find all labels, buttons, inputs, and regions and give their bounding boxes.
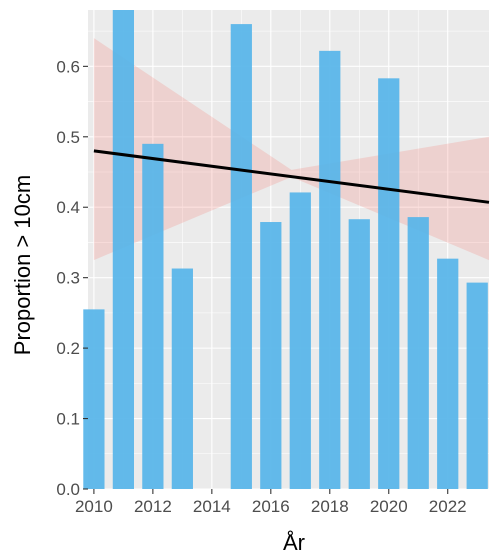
bar-2015	[230, 24, 252, 490]
y-tick-label: 0.2	[56, 339, 80, 358]
x-tick-label: 2014	[193, 497, 231, 516]
bar-2023	[466, 282, 488, 489]
bar-2010	[83, 309, 105, 489]
y-tick-label: 0.0	[56, 480, 80, 499]
x-tick-label: 2018	[311, 497, 349, 516]
bar-2018	[319, 50, 341, 489]
x-tick-label: 2012	[134, 497, 172, 516]
y-tick-label: 0.6	[56, 57, 80, 76]
x-tick-label: 2022	[429, 497, 467, 516]
bar-2019	[348, 219, 370, 489]
x-axis-title: År	[283, 530, 305, 555]
bar-2016	[260, 222, 282, 489]
bar-2011	[112, 10, 134, 489]
x-tick-label: 2010	[75, 497, 113, 516]
bar-2013	[171, 268, 193, 489]
y-tick-label: 0.4	[56, 198, 80, 217]
y-axis-title: Proportion > 10cm	[10, 175, 35, 355]
y-axis: 0.0 0.1 0.2 0.3 0.4 0.5 0.6	[56, 57, 88, 499]
y-tick-label: 0.5	[56, 128, 80, 147]
trend-layer	[93, 149, 490, 204]
x-axis: 2010 2012 2014 2016 2018 2020 2022	[75, 489, 467, 516]
bar-2017	[289, 192, 311, 490]
bar-2012	[142, 143, 164, 489]
bars-layer	[83, 10, 488, 490]
y-tick-label: 0.1	[56, 410, 80, 429]
bar-2020	[378, 78, 400, 489]
y-tick-label: 0.3	[56, 269, 80, 288]
x-tick-label: 2016	[252, 497, 290, 516]
trend-line	[93, 149, 490, 204]
bar-2021	[407, 217, 429, 490]
x-tick-label: 2020	[370, 497, 408, 516]
bar-2022	[437, 258, 459, 489]
